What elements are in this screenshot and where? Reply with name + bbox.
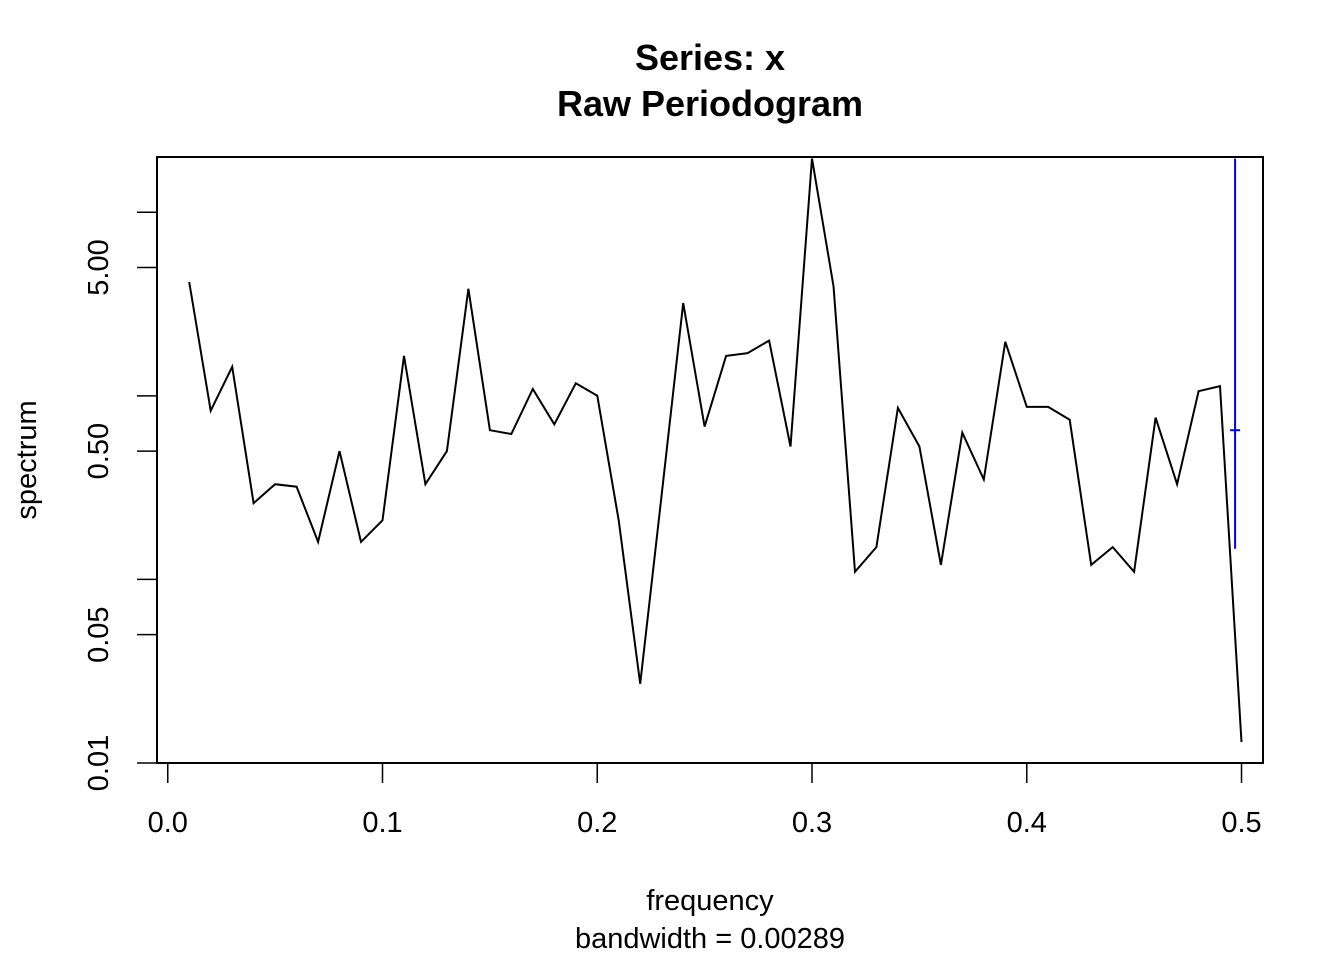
plot-frame [156, 156, 1264, 764]
chart-subtitle: Raw Periodogram [557, 83, 863, 124]
x-tick-label: 0.1 [362, 807, 402, 839]
x-axis-label: frequency [646, 885, 774, 917]
y-tick-label: 0.01 [83, 735, 115, 791]
y-tick-label: 0.50 [83, 423, 115, 479]
series-layer [188, 158, 1243, 743]
x-tick-label: 0.5 [1221, 807, 1261, 839]
chart-title: Series: x [635, 37, 785, 78]
y-tick-label: 5.00 [83, 239, 115, 295]
x-tick-label: 0.4 [1007, 807, 1047, 839]
x-axis: 0.0 0.1 0.2 0.3 0.4 0.5 [148, 762, 1262, 839]
series-line [188, 158, 1243, 743]
y-tick-label: 0.05 [83, 606, 115, 662]
x-tick-label: 0.2 [577, 807, 617, 839]
confidence-bar [1230, 158, 1241, 549]
bandwidth-label: bandwidth = 0.00289 [575, 923, 845, 955]
x-tick-label: 0.3 [792, 807, 832, 839]
y-axis-label: spectrum [11, 400, 43, 519]
y-axis: 0.01 0.05 0.50 5.00 [83, 211, 158, 791]
x-tick-label: 0.0 [148, 807, 188, 839]
